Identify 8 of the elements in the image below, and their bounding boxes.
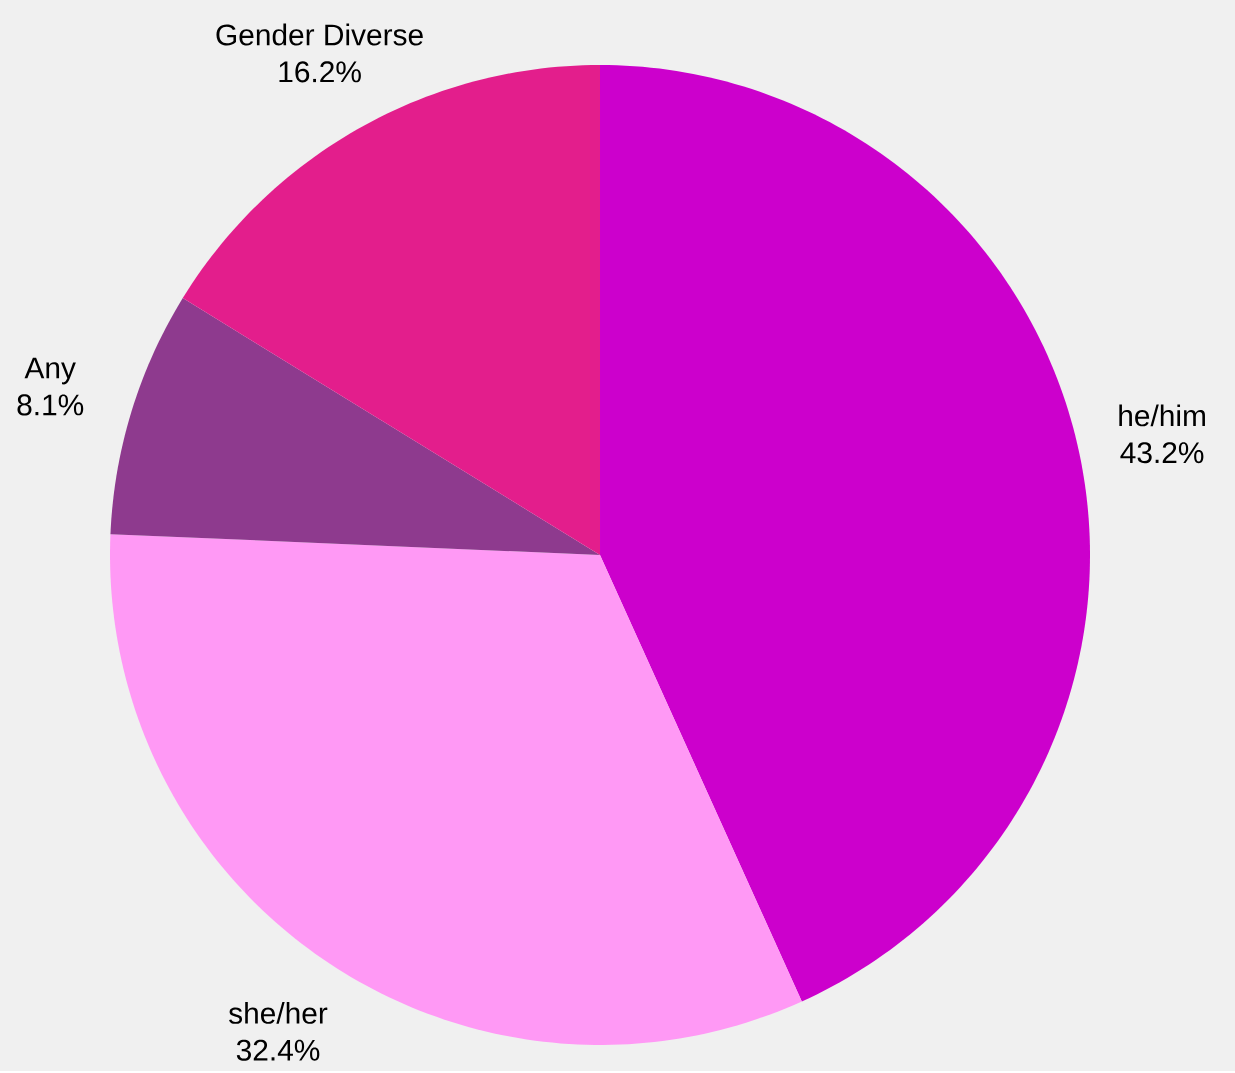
slice-label: Gender Diverse bbox=[216, 23, 423, 46]
slice-label: he/him bbox=[1119, 404, 1205, 427]
data-label: 16.2% bbox=[279, 61, 361, 83]
data-label: 43.2% bbox=[1120, 442, 1204, 464]
data-label: 8.1% bbox=[17, 394, 84, 416]
slice-label: she/her bbox=[229, 1002, 328, 1025]
data-label: 32.4% bbox=[236, 1039, 320, 1062]
slice-label: Any bbox=[24, 357, 76, 385]
